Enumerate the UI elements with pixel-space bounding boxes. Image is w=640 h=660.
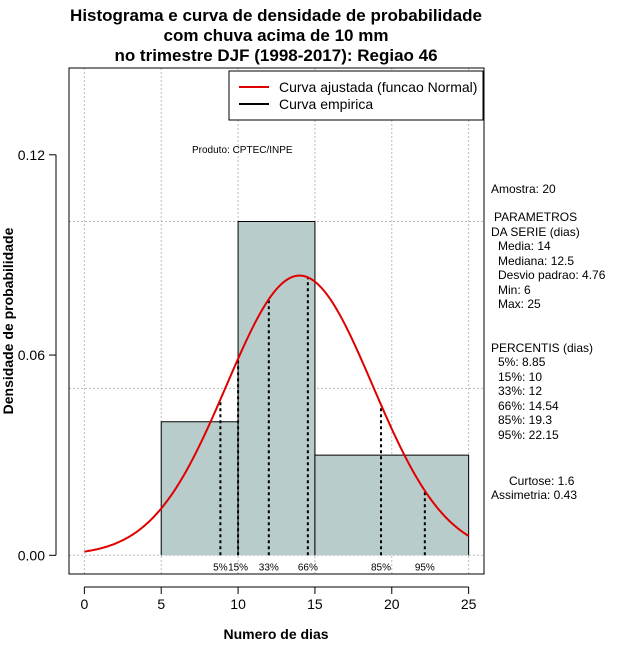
stat-skewness: Assimetria: 0.43 (491, 488, 577, 502)
percentile-85: 85%: 19.3 (498, 413, 552, 427)
percentile-label: 33% (259, 562, 279, 573)
x-tick-label: 5 (157, 596, 165, 612)
legend-label-fit: Curva ajustada (funcao Normal) (279, 79, 477, 95)
x-tick-label: 20 (384, 596, 400, 612)
y-tick-label: 0.12 (18, 147, 45, 163)
percentile-66: 66%: 14.54 (498, 399, 559, 413)
stat-stdev: Desvio padrao: 4.76 (498, 268, 606, 282)
parameters-title: PARAMETROS (494, 210, 577, 224)
percentile-95: 95%: 22.15 (498, 428, 559, 442)
histogram-bar (238, 221, 315, 556)
percentile-label: 95% (415, 562, 435, 573)
stat-max: Max: 25 (498, 297, 541, 311)
x-tick-label: 10 (230, 596, 246, 612)
percentiles-title: PERCENTIS (dias) (491, 341, 593, 355)
percentile-label: 15% (228, 562, 248, 573)
percentile-5: 5%: 8.85 (498, 355, 546, 369)
x-tick-label: 25 (461, 596, 477, 612)
histogram-bar-outline (314, 454, 470, 556)
chart-title-line-1: Histograma e curva de densidade de proba… (70, 6, 482, 25)
histogram-bars (160, 221, 470, 556)
percentile-33: 33%: 12 (498, 384, 542, 398)
legend-box (228, 70, 484, 121)
sample-size: Amostra: 20 (491, 182, 556, 196)
stat-min: Min: 6 (498, 283, 531, 297)
x-tick-label: 0 (80, 596, 88, 612)
legend: Curva ajustada (funcao Normal) Curva emp… (228, 70, 484, 121)
y-tick-label: 0.00 (18, 547, 45, 563)
stat-median: Mediana: 12.5 (498, 254, 574, 268)
chart-title-line-3: no trimestre DJF (1998-2017): Regiao 46 (114, 46, 437, 65)
histogram-bar (161, 421, 239, 556)
x-axis: 0 5 10 15 20 25 (80, 586, 477, 612)
histogram-bar-outline (237, 221, 316, 556)
fitted-normal-curve (84, 274, 470, 553)
parameters-subtitle: DA SERIE (dias) (491, 225, 580, 239)
histogram-bar (314, 455, 469, 556)
statistics-panel: Amostra: 20 PARAMETROS DA SERIE (dias) M… (491, 182, 606, 502)
percentile-label: 5% (213, 562, 228, 573)
stat-kurtosis: Curtose: 1.6 (509, 474, 575, 488)
percentile-label: 66% (298, 562, 318, 573)
legend-label-empirical: Curva empirica (279, 96, 373, 112)
percentile-label: 85% (371, 562, 391, 573)
y-axis-title: Densidade de probabilidade (0, 227, 16, 414)
y-tick-label: 0.06 (18, 347, 45, 363)
x-axis-title: Numero de dias (223, 626, 328, 642)
product-annotation: Produto: CPTEC/INPE (192, 145, 293, 156)
plot-frame (68, 67, 485, 575)
chart-title-line-2: com chuva acima de 10 mm (164, 26, 389, 45)
percentile-15: 15%: 10 (498, 370, 542, 384)
stat-mean: Media: 14 (498, 239, 551, 253)
y-axis: 0.00 0.06 0.12 (18, 147, 57, 563)
percentile-lines: 5% 15% 33% 66% 85% 95% (213, 277, 435, 573)
x-tick-label: 15 (307, 596, 323, 612)
